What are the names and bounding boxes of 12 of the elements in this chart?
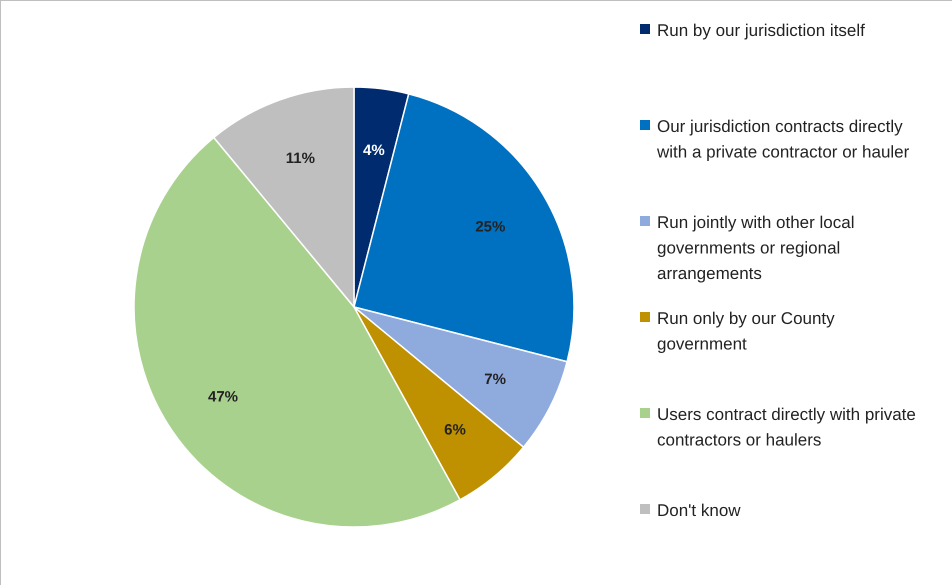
legend-label: Run only by our County government: [657, 308, 836, 354]
data-label: 11%: [286, 150, 315, 168]
data-label: 7%: [484, 371, 506, 388]
data-label: 47%: [208, 388, 238, 406]
data-label: 4%: [363, 142, 385, 160]
legend-label: Don't know: [657, 500, 742, 520]
legend-label: Our jurisdiction contracts directly with a private contractor or hauler: [656, 116, 910, 162]
legend-label: Users contract directly with private contractors or haulers: [657, 404, 916, 450]
data-label: 6%: [444, 421, 466, 438]
legend-label: Run jointly with other local governments or regional arrangements: [657, 212, 854, 283]
data-label: 25%: [475, 218, 506, 236]
legend-label: Run by our jurisdiction itself: [657, 20, 866, 40]
